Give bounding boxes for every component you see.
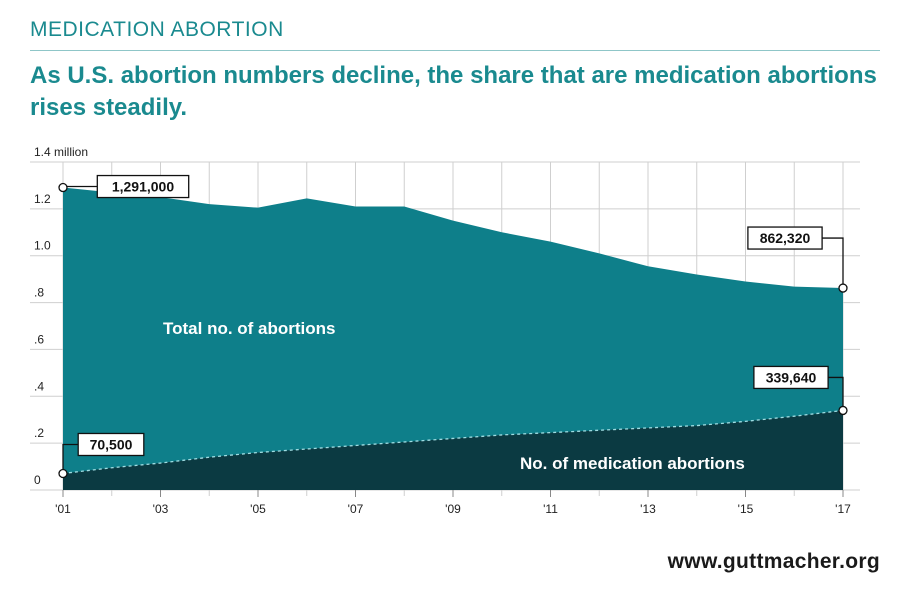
callout-label: 70,500 [90, 436, 133, 452]
callout-marker [58, 468, 68, 479]
area-medication-abortions [63, 410, 843, 490]
callouts: 1,291,000 862,320 70,500 339,640 [58, 174, 848, 479]
callout-label: 1,291,000 [112, 179, 174, 195]
callout-box [77, 432, 145, 457]
callout-label: 339,640 [766, 369, 817, 385]
y-tick-label: 0 [34, 473, 41, 487]
callout-box [753, 365, 829, 390]
callout-label: 862,320 [760, 230, 811, 246]
chart-areas [62, 187, 844, 490]
medication-top-line [62, 409, 844, 475]
chart-kicker: MEDICATION ABORTION [30, 18, 284, 41]
y-axis-ticks: 0 .2 .4 .6 .8 1.0 1.2 1.4 million [34, 145, 88, 487]
callout-box [747, 226, 823, 250]
x-axis-ticks: '01 '03 '05 '07 '09 '11 '13 '15 '17 [55, 490, 851, 516]
x-tick-label: '01 [55, 502, 71, 516]
x-tick-label: '15 [738, 502, 754, 516]
y-tick-label: 1.0 [34, 239, 51, 253]
callout-box [96, 174, 190, 199]
x-tick-label: '11 [543, 502, 558, 516]
source-url: www.guttmacher.org [667, 550, 880, 573]
x-tick-label: '17 [835, 502, 851, 516]
y-tick-label: 1.4 million [34, 145, 88, 159]
x-tick-label: '09 [445, 502, 461, 516]
callout: 70,500 [58, 432, 145, 479]
callout-marker [838, 283, 848, 293]
y-tick-label: .6 [34, 332, 44, 346]
callout-marker [838, 405, 848, 416]
x-tick-label: '05 [250, 502, 266, 516]
series-label-medication: No. of medication abortions [520, 454, 745, 473]
x-tick-label: '03 [153, 502, 169, 516]
y-tick-label: .2 [34, 426, 44, 440]
area-total-abortions [63, 187, 843, 490]
callout: 339,640 [753, 365, 848, 416]
header-divider [30, 50, 880, 51]
chart-headline: As U.S. abortion numbers decline, the sh… [30, 62, 877, 121]
x-tick-label: '13 [640, 502, 656, 516]
callout: 1,291,000 [58, 174, 190, 199]
y-tick-label: .4 [34, 379, 44, 393]
series-label-total: Total no. of abortions [163, 319, 336, 338]
y-tick-label: .8 [34, 286, 44, 300]
x-tick-label: '07 [348, 502, 364, 516]
callout-marker [58, 182, 68, 193]
callout: 862,320 [747, 226, 848, 293]
y-tick-label: 1.2 [34, 192, 51, 206]
